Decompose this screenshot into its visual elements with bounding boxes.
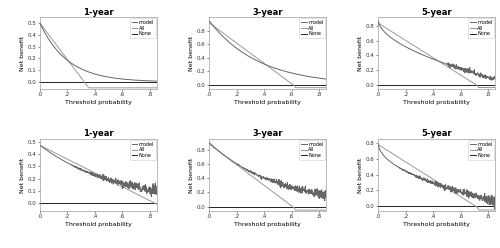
Title: 5-year: 5-year (422, 8, 452, 17)
Y-axis label: Net benefit: Net benefit (358, 35, 364, 71)
Legend: model, All, None: model, All, None (300, 140, 325, 159)
Legend: model, All, None: model, All, None (130, 140, 156, 159)
Y-axis label: Net benefit: Net benefit (20, 35, 25, 71)
Y-axis label: Net benefit: Net benefit (358, 157, 364, 193)
Legend: model, All, None: model, All, None (468, 18, 494, 38)
Legend: model, All, None: model, All, None (130, 18, 156, 38)
Title: 3-year: 3-year (252, 129, 283, 138)
Title: 3-year: 3-year (252, 8, 283, 17)
X-axis label: Threshold probability: Threshold probability (65, 222, 132, 227)
Title: 1-year: 1-year (83, 8, 114, 17)
Title: 1-year: 1-year (83, 129, 114, 138)
Legend: model, All, None: model, All, None (300, 18, 325, 38)
Y-axis label: Net benefit: Net benefit (189, 157, 194, 193)
X-axis label: Threshold probability: Threshold probability (234, 100, 301, 105)
X-axis label: Threshold probability: Threshold probability (403, 100, 470, 105)
X-axis label: Threshold probability: Threshold probability (234, 222, 301, 227)
X-axis label: Threshold probability: Threshold probability (65, 100, 132, 105)
Legend: model, All, None: model, All, None (468, 140, 494, 159)
X-axis label: Threshold probability: Threshold probability (403, 222, 470, 227)
Title: 5-year: 5-year (422, 129, 452, 138)
Y-axis label: Net benefit: Net benefit (20, 157, 25, 193)
Y-axis label: Net benefit: Net benefit (189, 35, 194, 71)
